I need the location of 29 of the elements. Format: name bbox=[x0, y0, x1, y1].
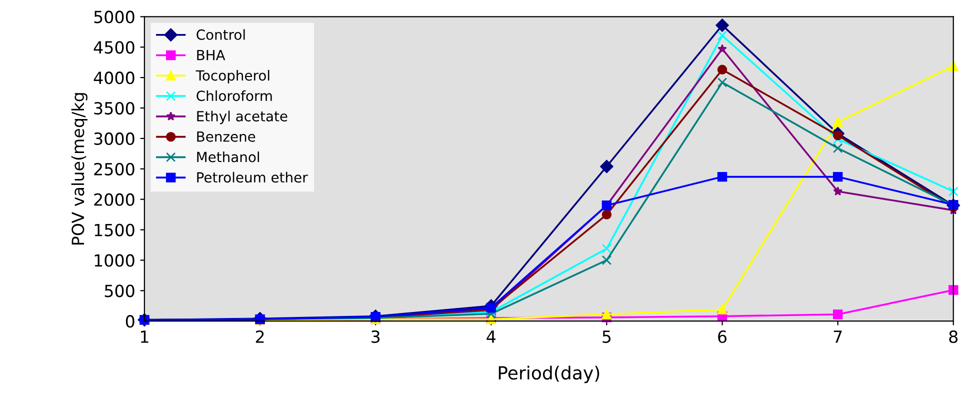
y-axis-title: POV value(meq/kg bbox=[71, 93, 88, 245]
y-tick-label: 1000 bbox=[94, 254, 134, 267]
y-tick-label: 2500 bbox=[94, 162, 134, 176]
x-tick-label: 6 bbox=[718, 330, 727, 344]
y-tick-label: 3000 bbox=[94, 132, 134, 146]
legend-label: Tocopherol bbox=[196, 70, 270, 84]
y-tick-label: 0 bbox=[126, 315, 134, 328]
y-tick-label: 4000 bbox=[94, 72, 134, 84]
y-tick-label: 2000 bbox=[94, 193, 134, 206]
x-tick-label: 7 bbox=[834, 330, 842, 343]
x-tick-label: 4 bbox=[486, 330, 496, 343]
y-tick-label: 5000 bbox=[94, 10, 134, 24]
legend-label: Petroleum ether bbox=[197, 172, 308, 183]
legend-label: Control bbox=[196, 29, 245, 40]
legend-label: Benzene bbox=[197, 132, 256, 142]
x-tick-label: 5 bbox=[602, 330, 611, 344]
y-tick-label: 1500 bbox=[94, 224, 134, 236]
y-tick-label: 3500 bbox=[94, 102, 134, 115]
legend-label: BHA bbox=[197, 50, 226, 60]
y-tick-label: 500 bbox=[104, 284, 134, 298]
y-tick-label: 4500 bbox=[94, 41, 134, 54]
legend-label: Methanol bbox=[197, 152, 259, 162]
x-tick-label: 2 bbox=[256, 330, 264, 343]
legend-label: Ethyl acetate bbox=[197, 110, 288, 124]
x-tick-label: 3 bbox=[372, 330, 380, 344]
x-tick-label: 1 bbox=[140, 330, 148, 343]
x-axis-title: Period(day) bbox=[498, 366, 600, 384]
x-tick-label: 8 bbox=[949, 330, 958, 344]
legend-label: Chloroform bbox=[196, 90, 272, 102]
